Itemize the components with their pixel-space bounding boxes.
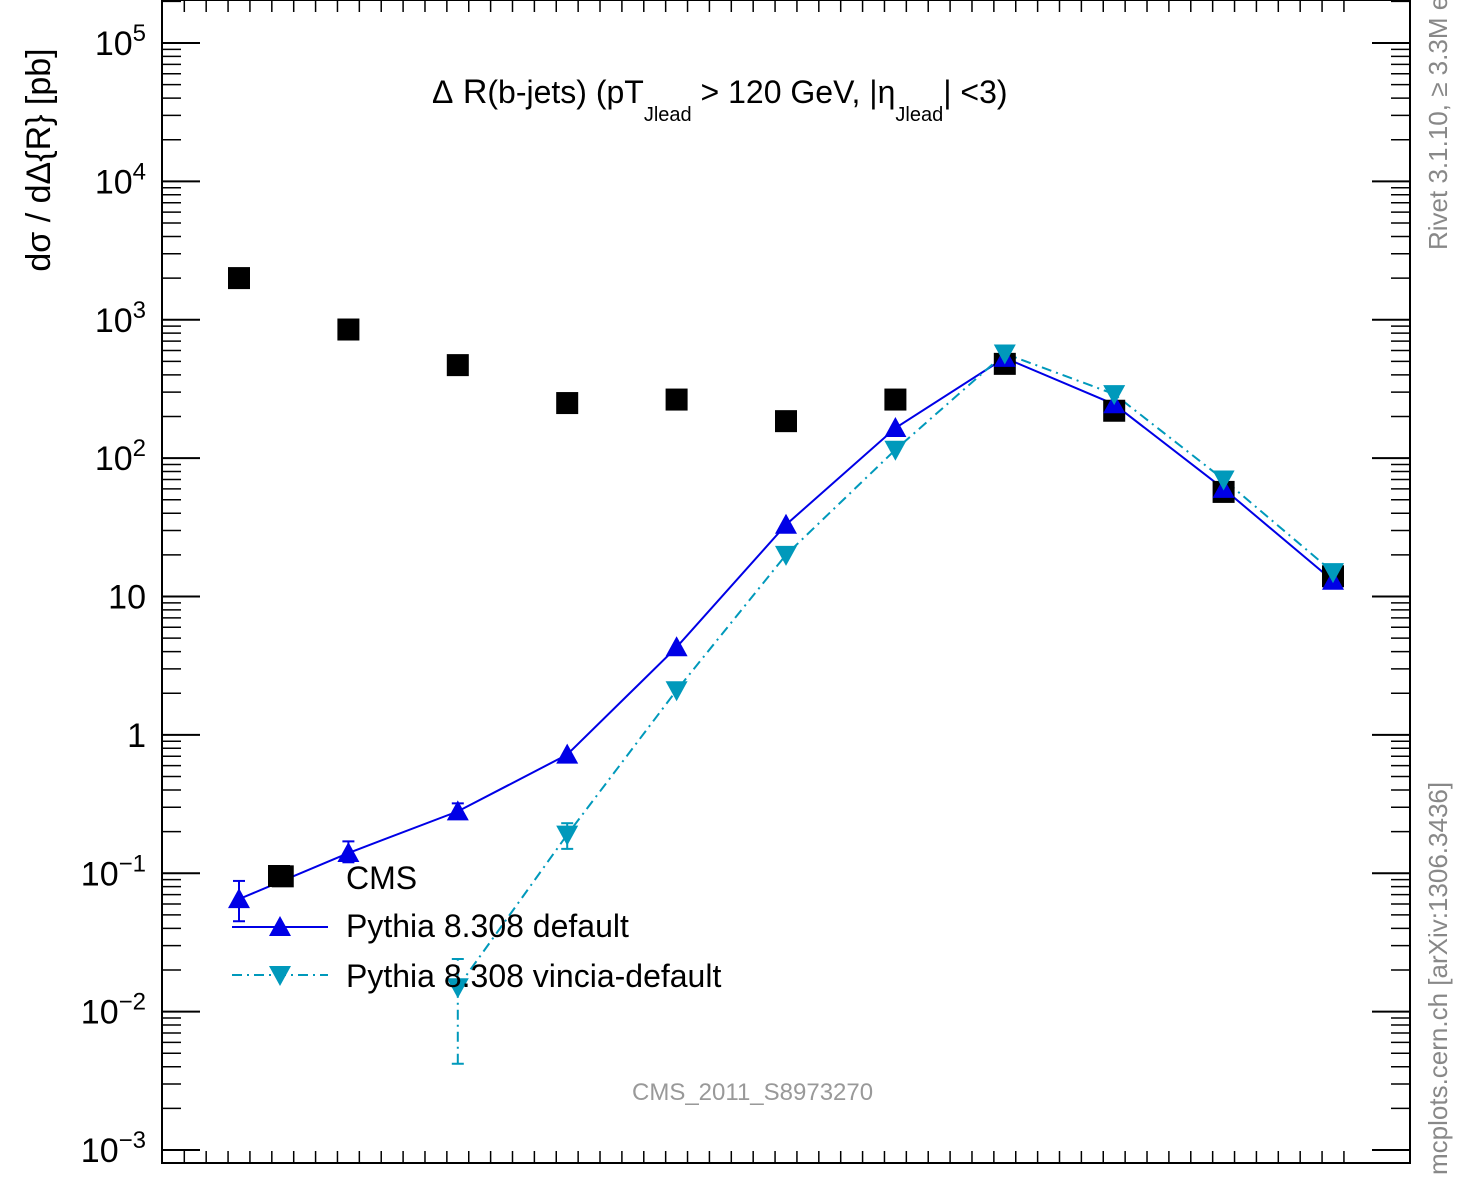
cms-point — [446, 354, 469, 377]
title-end: | <3) — [943, 74, 1007, 110]
y-tick-label: 105 — [95, 20, 146, 63]
pythia-default-point — [228, 888, 250, 909]
pythia-default-point — [665, 636, 688, 657]
pythia-vincia-point — [1103, 385, 1126, 406]
data-series — [228, 267, 1344, 1065]
legend-label-default: Pythia 8.308 default — [346, 908, 629, 944]
chart-title: Δ R(b-jets) (pTJlead > 120 GeV, |ηJlead|… — [432, 73, 1008, 126]
right-label-top: Rivet 3.1.10, ≥ 3.3M events — [1423, 0, 1453, 250]
cms-point — [884, 388, 907, 411]
y-axis-label: dσ / dΔ{R} [pb] — [20, 48, 58, 271]
y-tick-label: 10−1 — [81, 850, 146, 893]
cms-point — [337, 318, 360, 341]
y-tick-label: 10−2 — [81, 989, 146, 1032]
y-tick-label: 10 — [108, 579, 146, 617]
x-axis-ticks — [183, 0, 1345, 1163]
analysis-label: CMS_2011_S8973270 — [632, 1079, 873, 1106]
y-tick-label: 104 — [95, 158, 146, 201]
cms-point — [775, 410, 797, 433]
pythia-default-point — [775, 513, 797, 534]
cms-point — [228, 267, 250, 290]
pythia-default-point — [884, 417, 907, 438]
title-r: R — [453, 73, 487, 111]
y-axis-ticks — [162, 0, 1410, 1151]
y-tick-label: 103 — [95, 297, 146, 340]
legend-marker-cms — [268, 865, 290, 887]
cms-point — [665, 388, 688, 411]
title-sub1: Jlead — [644, 104, 692, 126]
legend-marker-default — [269, 916, 291, 936]
pythia-vincia-point — [993, 344, 1016, 365]
pythia-vincia-point — [884, 440, 907, 461]
title-mid: > 120 GeV, |η — [692, 74, 896, 110]
legend-label-cms: CMS — [346, 860, 417, 896]
legend-marker-vincia — [269, 966, 291, 986]
pythia-vincia-point — [1212, 470, 1235, 491]
cms-point — [556, 392, 579, 415]
line-pythia-vincia — [456, 352, 1334, 988]
pythia-vincia-point — [775, 545, 797, 566]
pythia-default-point — [337, 842, 360, 863]
y-tick-label: 10−3 — [81, 1127, 146, 1170]
pythia-vincia-point — [1322, 563, 1344, 584]
title-main: (b-jets) (pT — [487, 74, 643, 110]
pythia-vincia-point — [665, 681, 688, 702]
pythia-default-point — [556, 743, 579, 764]
title-sub2: Jlead — [895, 104, 943, 126]
legend-label-vincia: Pythia 8.308 vincia-default — [346, 958, 721, 994]
y-tick-label: 102 — [95, 435, 146, 478]
title-delta: Δ — [432, 74, 453, 110]
pythia-vincia-point — [446, 978, 469, 999]
plot-frame — [161, 0, 1411, 1164]
legend: CMS Pythia 8.308 default Pythia 8.308 vi… — [232, 860, 721, 994]
line-pythia-default — [238, 356, 1334, 901]
pythia-default-point — [446, 800, 469, 821]
y-tick-label: 1 — [127, 717, 146, 755]
right-label-bottom: mcplots.cern.ch [arXiv:1306.3436] — [1423, 782, 1453, 1175]
pythia-vincia-point — [556, 825, 579, 846]
